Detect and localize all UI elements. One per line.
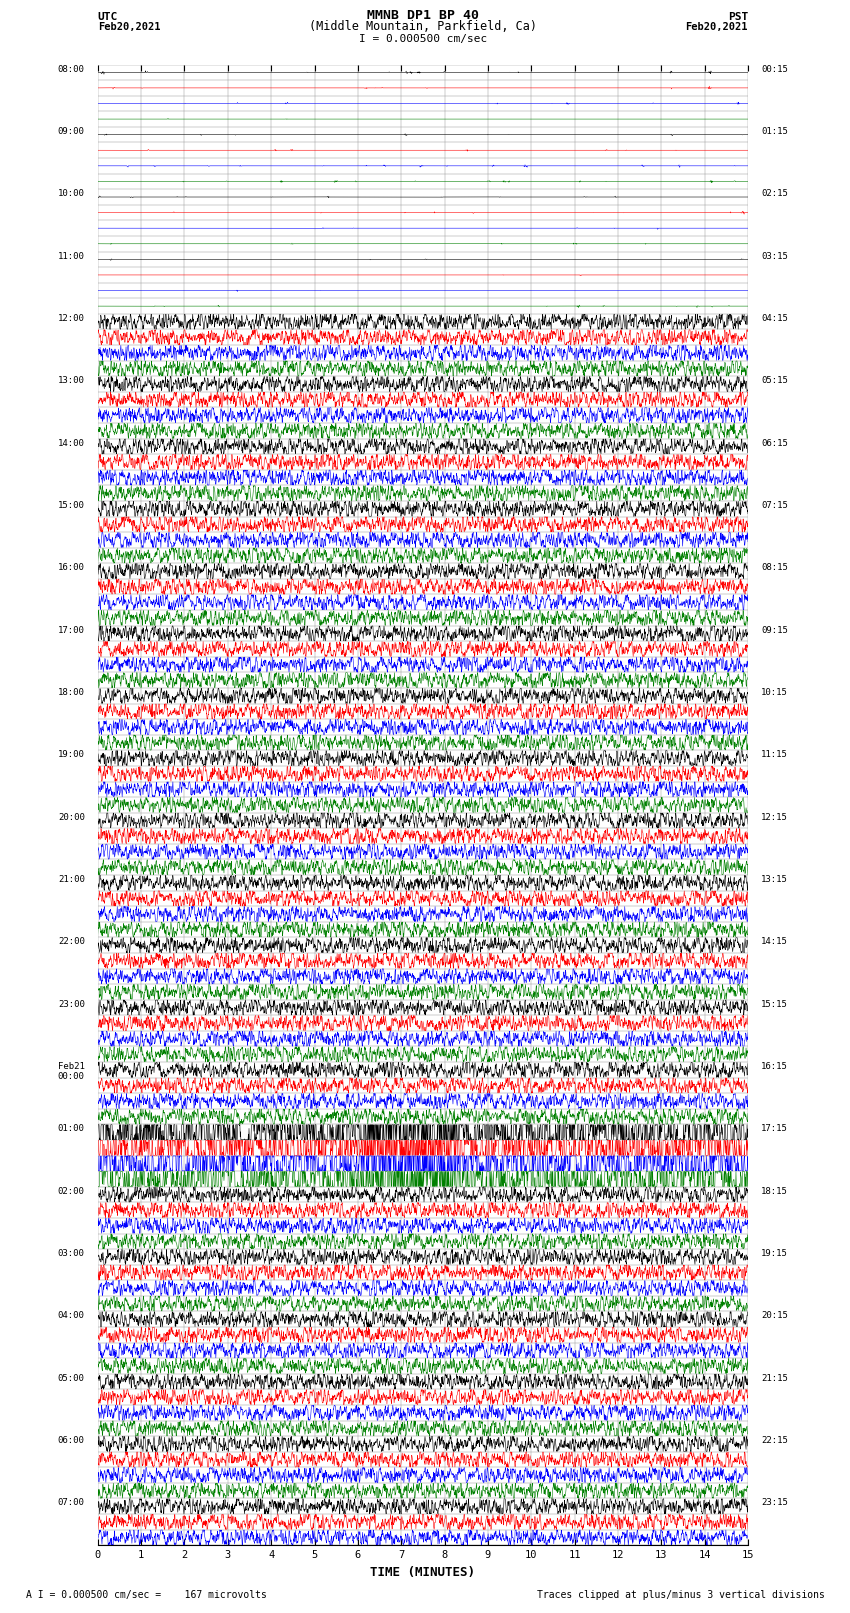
Text: 17:15: 17:15 [761,1124,788,1134]
Text: I = 0.000500 cm/sec: I = 0.000500 cm/sec [359,34,487,44]
Text: 21:00: 21:00 [58,874,85,884]
Text: 11:15: 11:15 [761,750,788,760]
Text: 11:00: 11:00 [58,252,85,261]
Text: 19:00: 19:00 [58,750,85,760]
Text: 14:00: 14:00 [58,439,85,447]
Text: Traces clipped at plus/minus 3 vertical divisions: Traces clipped at plus/minus 3 vertical … [536,1590,824,1600]
Text: 01:15: 01:15 [761,127,788,135]
Text: 23:00: 23:00 [58,1000,85,1008]
Text: 14:15: 14:15 [761,937,788,947]
Text: 12:00: 12:00 [58,315,85,323]
Text: 07:00: 07:00 [58,1498,85,1508]
Text: UTC: UTC [98,11,118,23]
Text: 12:15: 12:15 [761,813,788,821]
Text: 04:15: 04:15 [761,315,788,323]
Text: Feb20,2021: Feb20,2021 [98,23,161,32]
Text: 05:00: 05:00 [58,1374,85,1382]
Text: A I = 0.000500 cm/sec =    167 microvolts: A I = 0.000500 cm/sec = 167 microvolts [26,1590,266,1600]
Text: (Middle Mountain, Parkfield, Ca): (Middle Mountain, Parkfield, Ca) [309,19,537,32]
Text: 02:15: 02:15 [761,189,788,198]
Text: 07:15: 07:15 [761,502,788,510]
Text: 18:15: 18:15 [761,1187,788,1195]
Text: 09:15: 09:15 [761,626,788,634]
Text: 01:00: 01:00 [58,1124,85,1134]
Text: 20:15: 20:15 [761,1311,788,1321]
Text: 15:15: 15:15 [761,1000,788,1008]
Text: 21:15: 21:15 [761,1374,788,1382]
Text: 16:00: 16:00 [58,563,85,573]
Text: 16:15: 16:15 [761,1061,788,1071]
Text: 05:15: 05:15 [761,376,788,386]
Text: Feb20,2021: Feb20,2021 [685,23,748,32]
Text: 18:00: 18:00 [58,689,85,697]
Text: 13:00: 13:00 [58,376,85,386]
X-axis label: TIME (MINUTES): TIME (MINUTES) [371,1566,475,1579]
Text: 23:15: 23:15 [761,1498,788,1508]
Text: PST: PST [728,11,748,23]
Text: 08:15: 08:15 [761,563,788,573]
Text: 20:00: 20:00 [58,813,85,821]
Text: 09:00: 09:00 [58,127,85,135]
Text: 17:00: 17:00 [58,626,85,634]
Text: 02:00: 02:00 [58,1187,85,1195]
Text: 22:15: 22:15 [761,1436,788,1445]
Text: 03:00: 03:00 [58,1248,85,1258]
Text: 06:00: 06:00 [58,1436,85,1445]
Text: 15:00: 15:00 [58,502,85,510]
Text: 10:00: 10:00 [58,189,85,198]
Text: 19:15: 19:15 [761,1248,788,1258]
Text: 08:00: 08:00 [58,65,85,74]
Text: 04:00: 04:00 [58,1311,85,1321]
Text: 03:15: 03:15 [761,252,788,261]
Text: MMNB DP1 BP 40: MMNB DP1 BP 40 [367,8,479,23]
Text: 13:15: 13:15 [761,874,788,884]
Text: 10:15: 10:15 [761,689,788,697]
Text: Feb21
00:00: Feb21 00:00 [58,1061,85,1081]
Text: 22:00: 22:00 [58,937,85,947]
Text: 00:15: 00:15 [761,65,788,74]
Text: 06:15: 06:15 [761,439,788,447]
